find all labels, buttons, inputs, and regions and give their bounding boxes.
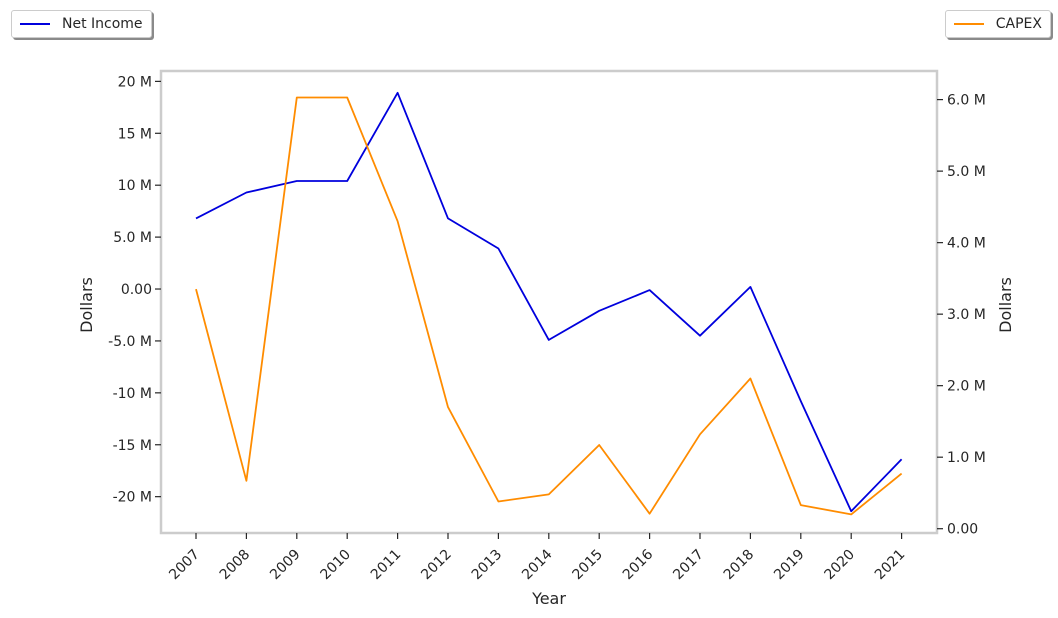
x-tick-label: 2018 bbox=[721, 547, 758, 584]
legend-capex: CAPEX bbox=[944, 10, 1051, 38]
x-axis-label: Year bbox=[531, 589, 566, 608]
right-y-tick-label: 5.0 M bbox=[947, 164, 986, 180]
right-y-tick-label: 1.0 M bbox=[947, 450, 986, 466]
x-tick-label: 2014 bbox=[519, 546, 556, 583]
x-tick-label: 2011 bbox=[368, 547, 405, 584]
x-axis: 2007 2008 2009 2010 2011 2012 2013 2014 2015 2016… bbox=[166, 533, 908, 583]
legend-net-income-label: Net Income bbox=[62, 16, 143, 32]
right-y-tick-label: 3.0 M bbox=[947, 307, 986, 323]
legend-capex-swatch bbox=[953, 23, 984, 25]
x-tick-label: 2015 bbox=[570, 547, 607, 584]
left-y-axis: 20 M 15 M 10 M 5.0 M 0.00 -5.0 M -10 M -15 M -20… bbox=[108, 74, 161, 506]
legend-net-income-swatch bbox=[20, 23, 50, 25]
plot-area-frame bbox=[159, 69, 939, 535]
right-y-axis: 6.0 M 5.0 M 4.0 M 3.0 M 2.0 M 1.0 M 0.00 bbox=[937, 93, 986, 538]
legend-net-income: Net Income bbox=[11, 10, 152, 38]
series-line-net-income bbox=[195, 91, 903, 513]
left-y-tick-label: -20 M bbox=[113, 490, 152, 506]
legend-capex-label: CAPEX bbox=[995, 16, 1042, 32]
x-tick-label: 2017 bbox=[670, 547, 707, 584]
right-y-tick-label: 4.0 M bbox=[947, 236, 986, 252]
x-tick-label: 2012 bbox=[418, 547, 455, 584]
x-tick-label: 2007 bbox=[166, 547, 203, 584]
right-y-tick-label: 6.0 M bbox=[947, 93, 986, 109]
right-y-axis-label: Dollars bbox=[996, 277, 1015, 333]
left-y-tick-label: -5.0 M bbox=[108, 334, 152, 350]
series-line-capex bbox=[195, 96, 903, 516]
right-y-tick-label: 0.00 bbox=[947, 522, 978, 538]
x-tick-label: 2008 bbox=[217, 547, 254, 584]
left-y-tick-label: 15 M bbox=[118, 126, 152, 142]
series-lines bbox=[195, 91, 903, 516]
left-y-tick-label: 0.00 bbox=[121, 282, 152, 298]
left-y-tick-label: -10 M bbox=[113, 386, 152, 402]
x-tick-label: 2009 bbox=[267, 547, 304, 584]
x-tick-label: 2020 bbox=[822, 547, 859, 584]
x-tick-label: 2019 bbox=[771, 547, 808, 584]
left-y-tick-label: 10 M bbox=[118, 178, 152, 194]
left-y-tick-label: 5.0 M bbox=[113, 230, 152, 246]
left-y-tick-label: -15 M bbox=[113, 438, 152, 454]
left-y-tick-label: 20 M bbox=[118, 74, 152, 90]
x-tick-label: 2013 bbox=[469, 547, 506, 584]
left-y-axis-label: Dollars bbox=[77, 277, 96, 333]
x-tick-label: 2010 bbox=[318, 547, 355, 584]
right-y-tick-label: 2.0 M bbox=[947, 379, 986, 395]
x-tick-label: 2016 bbox=[620, 546, 657, 583]
x-tick-label: 2021 bbox=[872, 547, 909, 584]
